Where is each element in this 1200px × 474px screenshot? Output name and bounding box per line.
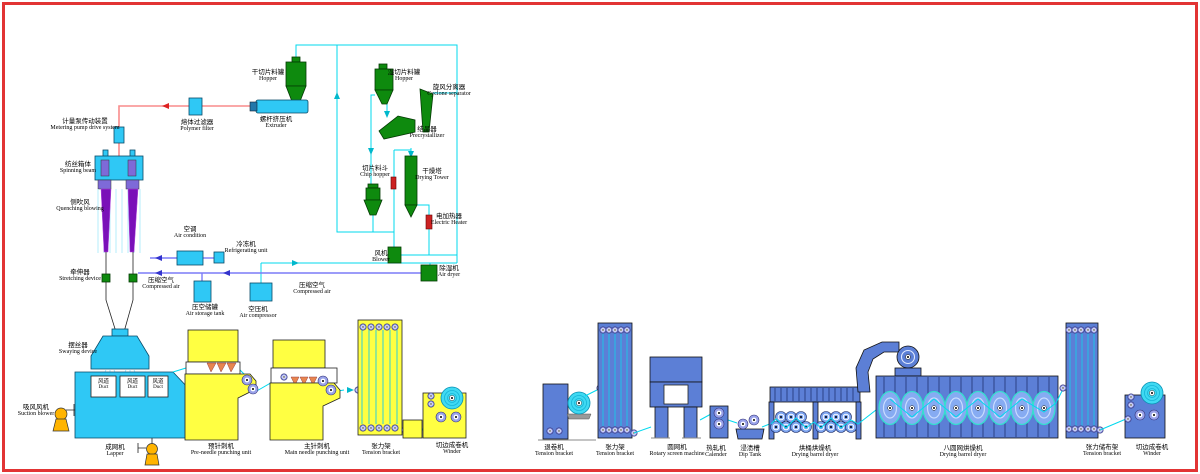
refrigerating-unit — [213, 251, 225, 264]
label-tension-bracket-2: 张力架 Tension bracket — [595, 444, 635, 458]
main-needle-punching-unit — [269, 339, 341, 441]
electric-heater — [425, 214, 433, 230]
label-winder-2: 切边成卷机 Winder — [1135, 444, 1169, 458]
label-metering-pump: 计量泵传动装置 Metering pump drive system — [50, 118, 120, 132]
drying-barrel-dryer — [768, 386, 862, 440]
web-segment — [1099, 418, 1127, 431]
label-compressed-air-1: 压缩空气 Compressed air — [142, 277, 180, 291]
label-suction-blower: 吸风风机 Suction blower — [17, 404, 55, 418]
winder-1 — [402, 386, 467, 439]
label-refrigerating-unit: 冷冻机 Refrigerating unit — [224, 241, 268, 255]
web-segment — [584, 389, 598, 397]
polymer-filter — [188, 97, 203, 116]
label-main-needle: 主针刺机 Main needle punching unit — [284, 443, 350, 457]
label-wet-hopper: 湿切片料罐 Hopper — [387, 69, 421, 83]
quench-filaments — [97, 188, 141, 274]
wet-chip-hopper — [374, 63, 394, 105]
spinning-beam — [94, 149, 144, 190]
stretching-devices — [101, 273, 138, 333]
process-blower — [387, 246, 402, 264]
air-condition-unit — [176, 250, 204, 266]
tension-cloth-rack — [1059, 322, 1104, 439]
rotary-valve — [390, 176, 397, 190]
label-big-screen-dryer: 八圆网烘燥机 Drying barrel dryer — [939, 445, 987, 459]
label-air-dryer: 除湿机 Air dryer — [437, 265, 461, 279]
label-tension-bracket-1: 张力架 Tension bracket — [361, 443, 401, 457]
label-chip-hopper: 切片料斗 Chip hopper — [360, 165, 390, 179]
rotary-screen-machine — [649, 356, 703, 439]
label-quenching: 侧吹风 Quenching blowing — [56, 199, 104, 213]
dry-chip-hopper — [285, 56, 307, 105]
label-cyclone-separator: 旋风分离器 Cyclone separator — [427, 84, 471, 98]
label-air-compressor: 空压机 Air compressor — [239, 306, 277, 320]
label-unwinder: 退卷机 Tension bracket — [534, 444, 574, 458]
label-extruder: 螺杆挤压机 Extruder — [259, 116, 293, 130]
suction-blower-right — [137, 438, 160, 466]
eight-screen-dryer — [875, 375, 1059, 439]
label-duct-3: 风道 Duct — [152, 379, 164, 391]
label-compressed-air-2: 压缩空气 Compressed air — [293, 282, 331, 296]
web-segment — [633, 426, 652, 434]
label-spinning-beam: 纺丝箱体 Spinning beam — [59, 161, 97, 175]
label-drying-tower: 干燥塔 Drying Tower — [415, 168, 449, 182]
tension-bracket-1 — [357, 319, 409, 436]
air-compressor — [249, 282, 273, 302]
label-tension-cloth-rack: 张力储布架 Tension bracket — [1082, 444, 1122, 458]
dip-tank — [735, 414, 765, 440]
winder-2 — [1124, 381, 1166, 439]
drying-tower — [404, 155, 418, 218]
label-winder-1: 切边成卷机 Winder — [435, 442, 469, 456]
label-dip-tank: 浸渍槽 Dip Tank — [738, 445, 762, 459]
metering-pump — [113, 126, 125, 144]
label-blower: 风机 Blower — [372, 250, 390, 264]
chip-hopper — [363, 183, 383, 216]
label-air-condition: 空调 Air condition — [173, 226, 207, 240]
air-dryer-unit — [420, 264, 438, 282]
calender — [709, 405, 729, 439]
label-polymer-filter: 熔体过滤器 Polymer filter — [180, 119, 214, 133]
label-barrel-dryer: 烘桶烘燥机 Drying barrel dryer — [791, 445, 839, 459]
lapper — [74, 371, 192, 439]
web-segment — [889, 388, 1064, 418]
air-storage-tank — [193, 280, 212, 303]
label-calender: 热轧机 Calender — [705, 445, 727, 459]
label-precrystallizer: 结晶器 Precrystallizer — [409, 126, 445, 140]
label-duct-1: 风道 Duct — [97, 379, 109, 391]
suction-blower-left — [52, 404, 75, 432]
cyclone-separator — [419, 88, 434, 133]
compressed-air-pipes — [138, 255, 422, 281]
label-air-storage-tank: 压空储罐 Air storage tank — [185, 304, 225, 318]
extruder — [249, 99, 309, 114]
tension-bracket-2 — [597, 322, 638, 439]
fan-duct-assembly — [855, 341, 922, 393]
pre-needle-punching-unit — [184, 329, 259, 441]
chip-transport-pipes — [260, 44, 458, 283]
precrystallizer — [378, 115, 416, 140]
label-duct-2: 风道 Duct — [126, 379, 138, 391]
unwinder — [538, 383, 596, 441]
label-swaying-device: 摆丝器 Swaying device — [58, 342, 98, 356]
label-pre-needle: 预针刺机 Pre-needle punching unit — [190, 443, 252, 457]
label-lapper: 成网机 Lapper — [105, 444, 125, 458]
web-segment — [770, 409, 877, 429]
label-dry-hopper: 干切片料罐 Hopper — [251, 69, 285, 83]
label-electric-heater: 电加热器 Electric Heater — [430, 213, 468, 227]
label-stretching-device: 牵伸器 Stretching device — [59, 269, 101, 283]
label-rotary-screen: 圆网机 Rotary screen machine — [649, 444, 705, 458]
